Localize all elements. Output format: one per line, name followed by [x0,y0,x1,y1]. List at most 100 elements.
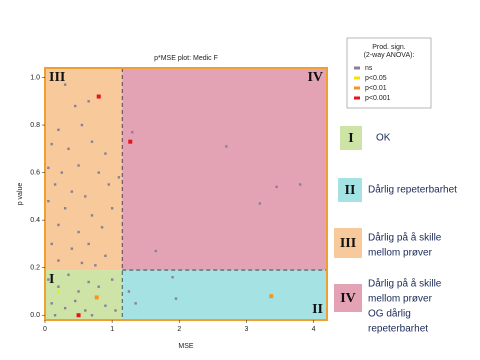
scatter-point [50,142,53,146]
scatter-point [57,259,60,262]
x-tick-label: 1 [110,326,114,333]
quadrant-description: mellom prøver [368,294,433,305]
scatter-point [87,280,90,284]
scatter-point [96,94,101,99]
quadrant-key-numeral: I [348,131,353,146]
scatter-point [57,285,60,288]
scatter-point [171,276,174,279]
legend-title: (2-way ANOVA): [364,52,415,59]
quadrant-key [334,228,362,258]
quadrant-key-numeral: II [345,183,356,198]
scatter-point [63,83,67,86]
scatter-point [57,128,60,132]
scatter-point [104,254,107,258]
legend-swatch [354,66,360,70]
scatter-point [63,306,67,310]
quadrant-key-numeral: III [340,236,356,251]
scatter-point [74,299,77,303]
scatter-point [70,190,74,193]
scatter-point [90,314,94,317]
scatter-point [225,145,228,148]
x-tick-label: 0 [43,326,47,333]
plot-border [44,67,328,321]
quadrant-numeral: II [312,302,323,317]
quadrant-key [338,178,362,202]
scatter-point [80,123,84,127]
scatter-point [97,285,100,288]
y-axis-label: p value [17,183,24,206]
quadrant-bg [122,68,327,271]
scatter-point [47,278,50,281]
y-tick-label: 0.4 [30,217,40,224]
scatter-point [47,199,50,203]
quadrant-numeral: I [49,272,54,287]
legend-label: p<0.001 [365,95,391,102]
scatter-point [110,207,114,210]
quadrant-key-numeral: IV [340,291,356,306]
scatter-point [128,139,133,144]
scatter-point [87,242,90,246]
scatter-point [60,171,63,174]
scatter-point [67,147,70,151]
scatter-point [97,171,100,174]
chart-title: p*MSE plot: Medic F [154,55,218,62]
quadrant-numeral: III [49,70,65,85]
scatter-point [50,302,53,305]
scatter-point [110,278,114,281]
quadrant-description: OK [376,133,391,144]
y-tick-label: 1.0 [30,74,40,81]
scatter-point [114,309,117,312]
scatter-point [47,166,50,170]
scatter-point [107,183,110,186]
y-tick-label: 0.6 [30,169,40,176]
legend-swatch [354,86,360,90]
scatter-point [269,294,274,299]
scatter-point [77,230,80,234]
x-tick-label: 3 [244,326,248,333]
legend-label: p<0.05 [365,75,387,82]
scatter-point [80,261,84,265]
quadrant-key [334,284,362,312]
scatter-point [174,297,178,300]
y-tick-label: 0.0 [30,312,40,319]
x-axis-label: MSE [178,343,194,350]
scatter-point [275,185,278,189]
scatter-point [70,247,74,250]
scatter-point [258,202,262,205]
scatter-point [57,223,60,227]
quadrant-numeral: IV [307,70,323,85]
scatter-point [57,290,60,293]
quadrant-description: Dårlig på å skille [368,278,442,290]
scatter-point [154,249,157,253]
scatter-point [53,314,57,317]
scatter-point [53,183,57,186]
scatter-point [131,130,134,134]
quadrant-description: Dårlig repeterbarhet [368,184,457,196]
scatter-point [134,302,137,305]
scatter-point [94,295,99,300]
y-tick-label: 0.8 [30,122,40,129]
scatter-point [94,264,97,267]
quadrant-description: OG dårlig [368,308,411,320]
quadrant-bg [45,270,123,320]
legend-label: ns [365,65,373,72]
scatter-point [67,273,70,277]
scatter-point [104,152,107,155]
legend-box [346,37,432,109]
scatter-point [50,242,53,246]
scatter-point [100,226,104,229]
scatter-point [90,214,94,217]
quadrant-bg [45,68,123,271]
quadrant-description: Dårlig på å skille [368,232,442,244]
scatter-point [117,176,121,179]
quadrant-description: repeterbarhet [368,324,428,335]
legend-swatch [354,76,360,80]
scatter-point [77,290,80,293]
scatter-point [127,290,131,293]
quadrant-key [340,126,362,150]
scatter-point [76,313,81,318]
scatter-point [63,207,67,210]
scatter-point [77,164,80,167]
quadrant-bg [122,270,327,320]
